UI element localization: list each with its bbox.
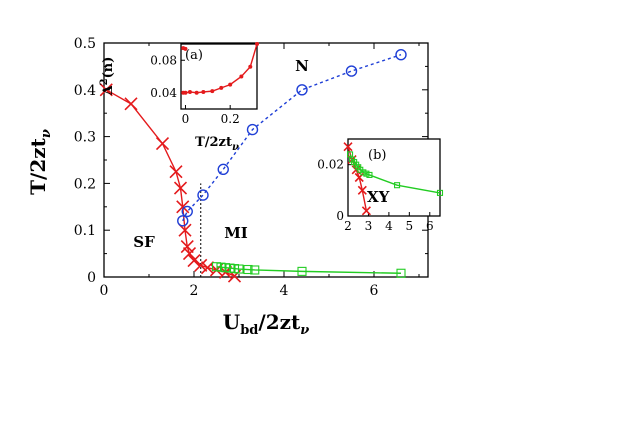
x-tick-label-0: 0 (100, 283, 109, 299)
main-series-1-point-6 (345, 65, 358, 77)
inset-a-frame (180, 43, 258, 110)
x-tick-label-2: 4 (280, 283, 289, 299)
main-series-0-point-9 (187, 254, 201, 268)
x-tick-label-1: 2 (190, 283, 199, 299)
inset-a-series-0-point-6 (219, 85, 224, 90)
main-series-0-point-7 (180, 240, 194, 254)
main-series-1-line (182, 54, 402, 222)
main-series-0-point-3 (169, 165, 183, 179)
main-series-2-point-6 (243, 264, 253, 275)
main-series-1-point-2 (197, 189, 209, 201)
inset-b-series-1-point-9 (394, 182, 401, 189)
inset-a-series-0-point-7 (228, 82, 233, 87)
inset-b-series-0-point-5 (361, 206, 371, 216)
inset-b-label: (b) (368, 148, 386, 163)
inset-a-series-0-point-8 (239, 74, 244, 79)
inset-b-series-1-point-6 (360, 169, 367, 176)
main-series-2-point-9 (396, 268, 406, 278)
main-series-1-point-1 (181, 205, 193, 218)
y-tick-label-1: 0.1 (74, 223, 96, 239)
inset-a-series-0-point-2 (187, 89, 192, 94)
inset-a-series-0-point-4 (201, 89, 206, 94)
inset-b-x-tick-label-0: 2 (344, 219, 352, 233)
main-series-2-line (216, 266, 402, 274)
inset-b-series-0-point-0 (343, 142, 353, 152)
y-tick-label-0: 0 (87, 270, 96, 286)
inset-b-x-tick-label-3: 5 (406, 219, 414, 233)
main-series-1-point-0 (177, 215, 189, 227)
inset-a-series-1-point-1 (183, 46, 188, 51)
inset-a-y-tick-label-1: 0.08 (150, 53, 177, 67)
main-series-1-point-3 (217, 163, 229, 176)
inset-b-y-tick-label-1: 0.02 (317, 158, 344, 172)
main-series-1-point-4 (246, 123, 259, 136)
inset-b-series-1-point-10 (436, 189, 444, 196)
region-label-sf: SF (133, 233, 155, 251)
main-series-1-point-5 (296, 84, 308, 96)
inset-a-x-tick-label-0: 0 (182, 112, 190, 126)
inset-b-series-1-point-7 (363, 170, 370, 177)
inset-b-series-1-point-8 (366, 171, 373, 178)
inset-b-frame (347, 138, 441, 217)
inset-a-label: (a) (185, 48, 203, 63)
inset-a-panel: 0 0.2 0.04 0.08 (a) T/2ztν Δ2(n) (99, 42, 259, 153)
x-axis-label: Ubd/2ztν (223, 310, 310, 338)
inset-a-y-tick-label-0: 0.04 (150, 86, 177, 100)
main-series-2-point-5 (234, 264, 244, 274)
main-series-0-point-8 (182, 247, 197, 261)
main-series-1-point-7 (395, 49, 407, 61)
inset-b-y-tick-label-0: 0 (336, 209, 344, 223)
y-tick-label-2: 0.2 (74, 176, 96, 192)
main-series-0-point-11 (200, 261, 215, 275)
inset-a-x-tick-label-1: 0.2 (221, 112, 240, 126)
main-series-0-point-0 (99, 83, 113, 97)
region-label-n: N (295, 57, 309, 75)
inset-b-series-0-point-4 (357, 185, 367, 195)
y-axis-label: T/2ztν (26, 129, 54, 195)
inset-b-x-tick-label-4: 6 (426, 219, 434, 233)
region-label-mi: MI (224, 224, 248, 242)
inset-a-series-0-point-5 (210, 89, 215, 94)
inset-b-panel: 2 3 4 5 6 0 0.02 (b) XY (317, 138, 444, 233)
main-series-2-point-8 (297, 266, 307, 276)
inset-a-series-0-point-9 (248, 64, 253, 69)
y-tick-label-4: 0.4 (74, 83, 96, 99)
inset-b-x-tick-label-2: 4 (385, 219, 393, 233)
inset-a-y-axis-label: Δ2(n) (99, 57, 116, 96)
inset-b-region-label: XY (367, 188, 390, 206)
y-tick-label-3: 0.3 (74, 130, 96, 146)
main-series-0-point-4 (173, 181, 188, 195)
inset-a-series-0-point-3 (194, 90, 199, 95)
inset-a-series-0-point-1 (183, 90, 188, 95)
main-series-0-point-5 (176, 200, 190, 214)
main-series-0-point-1 (124, 97, 138, 111)
y-tick-label-5: 0.5 (74, 36, 96, 52)
main-series-0-point-2 (155, 137, 170, 151)
inset-a-series-0-point-10 (255, 42, 259, 46)
inset-b-x-tick-label-1: 3 (365, 219, 373, 233)
x-tick-label-3: 6 (370, 283, 379, 299)
inset-a-x-axis-label: T/2ztν (195, 135, 239, 153)
main-series-2-point-7 (250, 265, 260, 275)
